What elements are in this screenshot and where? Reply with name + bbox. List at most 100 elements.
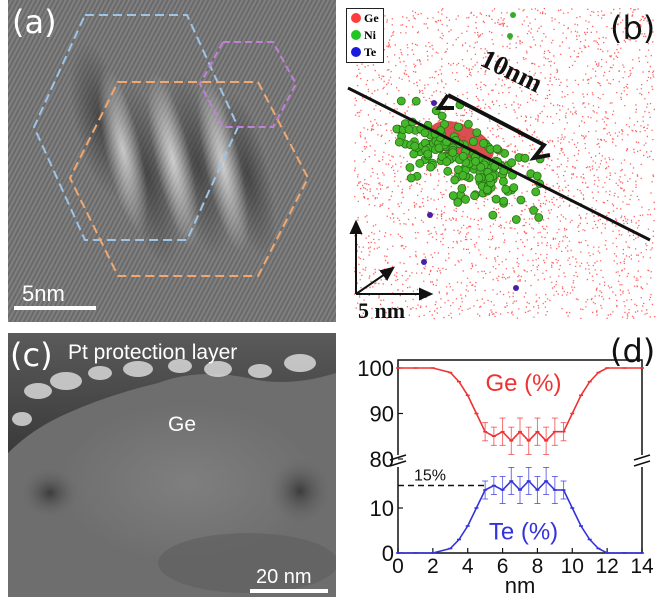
ni-atom [454, 122, 463, 132]
ni-atoms [392, 12, 545, 224]
panel-d-label: (d) [610, 333, 656, 370]
x-tick-label: 8 [532, 555, 544, 578]
reference-label: 15% [414, 468, 446, 485]
ni-atom [532, 171, 542, 181]
ni-atom [474, 173, 484, 183]
ni-atom [405, 163, 415, 172]
y-tick-label: 0 [382, 541, 394, 566]
ni-atom [472, 128, 482, 138]
te-atom [513, 285, 519, 291]
panel-c-scalebar-label: 20 nm [256, 566, 312, 588]
orange-hexagon [68, 81, 310, 277]
ni-atom [507, 33, 513, 39]
panel-c: 20 nm (c) Pt protection layer Ge [8, 333, 336, 597]
ge-region-text: Ge [168, 413, 197, 436]
size-label: 10nm [476, 43, 548, 98]
ni-atom [464, 119, 473, 129]
ni-atom [516, 195, 526, 205]
axis-break [633, 460, 651, 467]
series-line [398, 367, 642, 442]
panel-a-scalebar-label: 5nm [22, 281, 65, 306]
ge-series-label: Ge (%) [485, 370, 561, 397]
panel-b-legend: Ge Ni Te [346, 8, 384, 63]
te-swatch-icon [351, 47, 361, 57]
panel-b: 10nm 5 nm Ge Ni Te (b) [344, 0, 657, 322]
ni-atom [485, 173, 494, 183]
panel-a: 5nm (a) [8, 0, 336, 322]
panel-c-scalebar [250, 589, 328, 593]
ni-atom [479, 138, 488, 148]
ni-atom [520, 153, 530, 163]
axis-break [389, 460, 407, 467]
panel-b-image: 10nm 5 nm [347, 8, 656, 322]
ni-atom [410, 141, 420, 151]
ni-atom [488, 210, 498, 220]
ni-atom [511, 215, 521, 224]
ni-atom [411, 96, 421, 106]
te-atom [427, 212, 433, 218]
ni-atom [529, 205, 539, 215]
ni-atom [440, 119, 449, 129]
x-tick-label: 6 [497, 555, 509, 578]
y-tick-label: 100 [357, 356, 394, 381]
ni-atom [507, 158, 517, 168]
panel-a-scalebar [14, 306, 96, 310]
ni-atom [448, 148, 458, 157]
ni-atom [443, 166, 453, 176]
ni-atom [457, 183, 467, 193]
pt-layer-text: Pt protection layer [68, 341, 238, 364]
ni-atom [458, 170, 468, 180]
ni-atom [482, 185, 492, 195]
ni-atom [534, 213, 544, 222]
panel-b-scalebar-label: 5 nm [358, 298, 405, 322]
ni-atom [492, 144, 502, 154]
ni-atom [448, 191, 458, 201]
dark-precipitate-right [268, 457, 332, 525]
te-atom [431, 100, 437, 106]
ni-atom [450, 175, 460, 185]
ni-atom [404, 125, 414, 134]
ni-atom [434, 143, 444, 153]
x-tick-label: 0 [392, 555, 404, 578]
panel-a-label: (a) [12, 3, 57, 41]
ni-atom [471, 156, 480, 166]
ni-atom [415, 158, 425, 168]
te-atoms [421, 100, 519, 291]
ni-atom [423, 149, 433, 159]
y-tick-label: 80 [370, 447, 394, 472]
ni-atom [476, 162, 486, 172]
panel-b-label: (b) [610, 9, 656, 47]
ni-atom [500, 148, 510, 158]
ge-swatch-icon [351, 13, 361, 23]
ni-atom [499, 196, 509, 206]
x-tick-label: 2 [427, 555, 439, 578]
ni-atom [394, 137, 404, 147]
x-tick-label: 4 [462, 555, 474, 578]
x-tick-label: 10 [561, 555, 584, 578]
ni-atom [458, 151, 468, 161]
legend-item-ge: Ge [351, 10, 379, 27]
ni-atom [470, 191, 479, 201]
ni-atom [501, 184, 511, 194]
series-line [398, 479, 642, 554]
ni-atom [509, 183, 519, 193]
ni-atom [437, 111, 447, 121]
panel-a-image: 5nm [8, 0, 336, 322]
axis-break [389, 454, 407, 461]
x-tick-label: 12 [595, 555, 618, 578]
legend-item-te: Te [351, 44, 379, 61]
y-tick-label: 90 [370, 402, 394, 427]
ni-atom [453, 197, 463, 207]
dark-precipitate-left [20, 467, 80, 519]
ni-atom [453, 165, 463, 175]
profile-line [347, 86, 651, 242]
ni-swatch-icon [351, 30, 361, 40]
te-series-label: Te (%) [489, 519, 558, 546]
axis-break [633, 454, 651, 461]
panel-c-image: 20 nm [8, 333, 336, 597]
legend-item-ni: Ni [351, 27, 379, 44]
x-tick-label: 14 [630, 555, 654, 578]
te-atom [421, 259, 427, 265]
ni-atom [491, 194, 501, 204]
